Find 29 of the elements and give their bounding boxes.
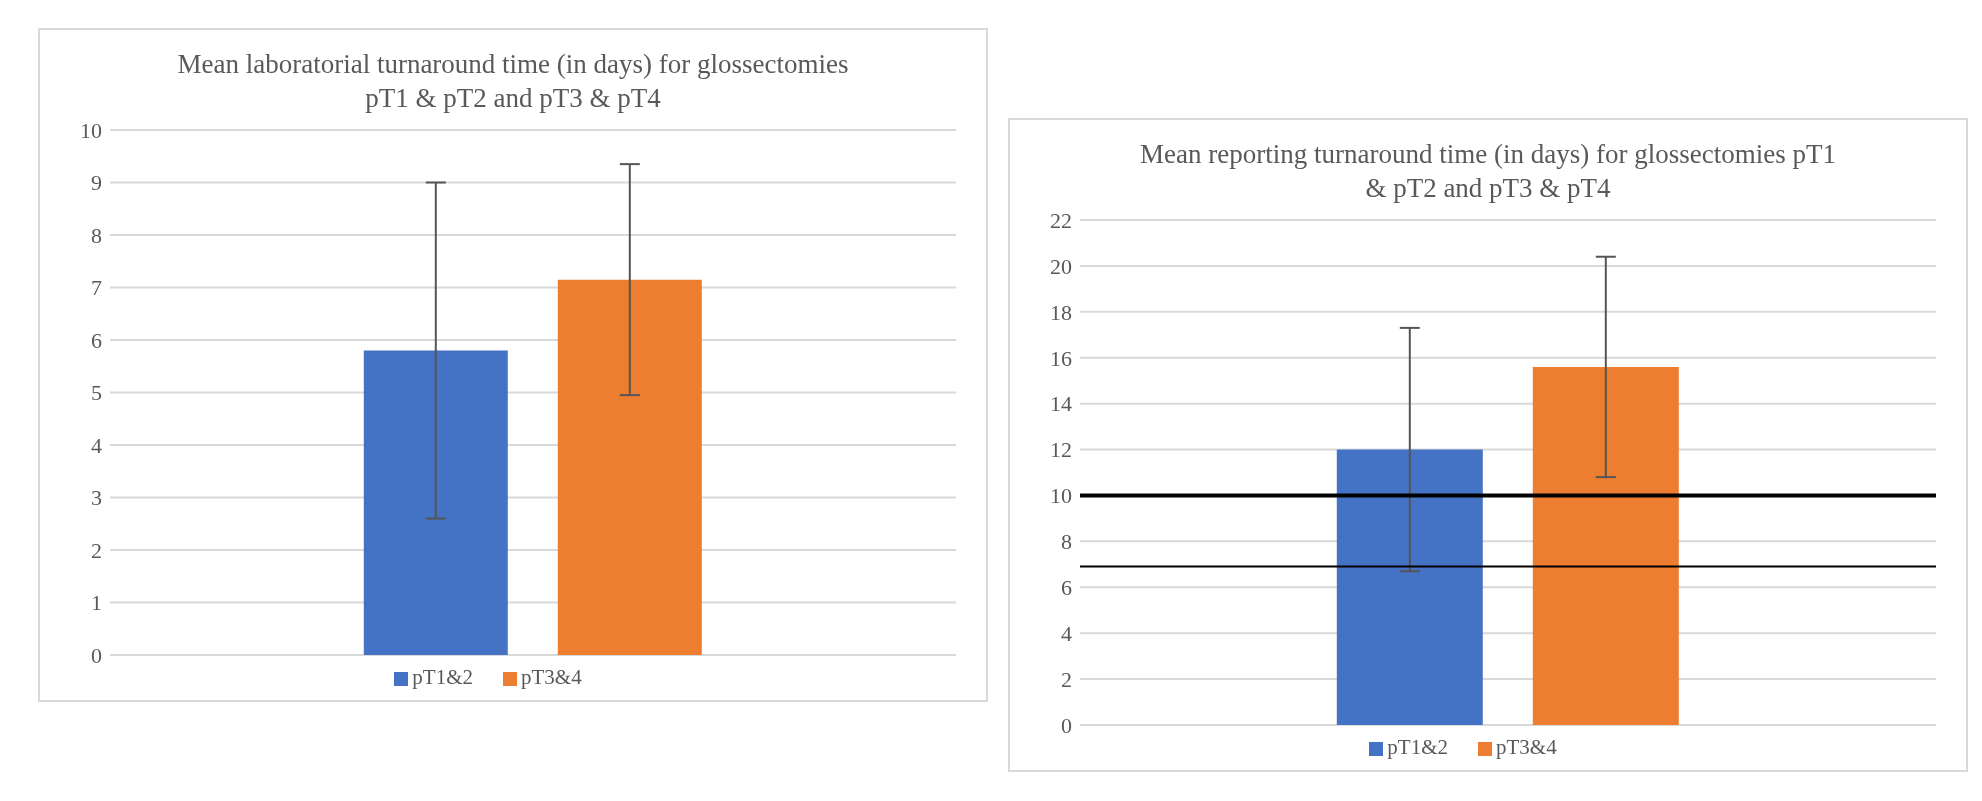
y-tick-label: 0	[91, 642, 102, 668]
y-tick-label: 2	[91, 537, 102, 563]
y-tick-label: 22	[1050, 207, 1072, 233]
legend-label: pT3&4	[521, 664, 582, 689]
y-tick-label: 4	[91, 432, 102, 458]
y-tick-label: 16	[1050, 345, 1072, 371]
y-tick-label: 6	[1061, 574, 1072, 600]
y-tick-label: 1	[91, 589, 102, 615]
y-tick-label: 3	[91, 484, 102, 510]
y-tick-label: 12	[1050, 436, 1072, 462]
y-tick-label: 6	[91, 327, 102, 353]
y-tick-label: 18	[1050, 299, 1072, 325]
y-tick-label: 20	[1050, 253, 1072, 279]
legend-label: pT3&4	[1496, 734, 1557, 759]
y-tick-label: 8	[91, 222, 102, 248]
y-tick-label: 14	[1050, 390, 1072, 416]
y-tick-label: 0	[1061, 712, 1072, 738]
y-tick-label: 8	[1061, 528, 1072, 554]
y-tick-label: 10	[1050, 482, 1072, 508]
y-tick-label: 5	[91, 379, 102, 405]
y-tick-label: 2	[1061, 666, 1072, 692]
y-tick-label: 4	[1061, 620, 1072, 646]
legend-label: pT1&2	[1387, 734, 1448, 759]
y-tick-label: 10	[80, 117, 102, 143]
chart-title: Mean reporting turnaround time (in days) for glossectomies pT1 & pT2 and pT3 & pT4	[1140, 139, 1836, 203]
chart-title: Mean laboratorial turnaround time (in days) for glossectomies pT1 & pT2 and pT3 & pT4	[177, 49, 849, 113]
legend-label: pT1&2	[412, 664, 473, 689]
y-tick-label: 9	[91, 169, 102, 195]
y-tick-label: 7	[91, 274, 102, 300]
